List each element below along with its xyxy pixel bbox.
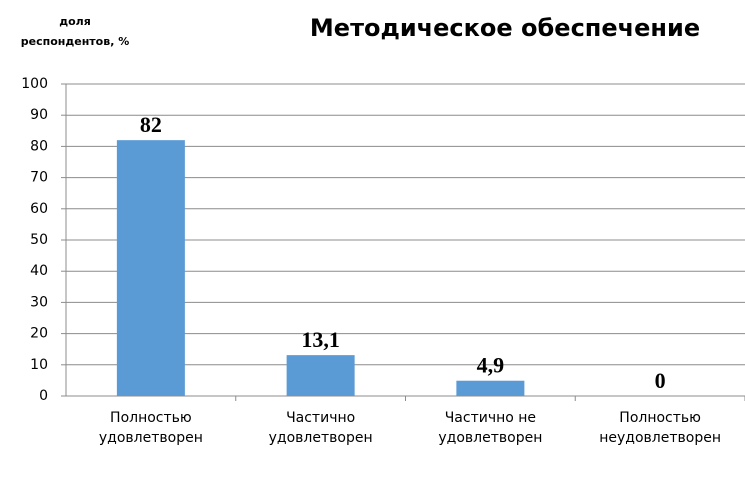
y-tick-label: 0 bbox=[39, 388, 48, 404]
value-label: 0 bbox=[655, 368, 666, 393]
chart-title: Методическое обеспечение bbox=[309, 14, 701, 42]
x-tick-label: Полностью удовлетворен bbox=[98, 410, 203, 446]
y-tick-label: 10 bbox=[30, 357, 48, 373]
y-tick-label: 100 bbox=[21, 76, 48, 92]
x-tick-label: Частично удовлетворен bbox=[268, 410, 373, 446]
y-tick-label: 70 bbox=[30, 170, 48, 186]
y-tick-label: 20 bbox=[30, 326, 48, 342]
x-tick-label: Частично не удовлетворен bbox=[438, 410, 543, 446]
y-tick-label: 50 bbox=[30, 232, 48, 248]
value-label: 82 bbox=[140, 112, 162, 137]
y-tick-label: 80 bbox=[30, 138, 48, 154]
y-tick-label: 40 bbox=[30, 263, 48, 279]
y-tick-label: 30 bbox=[30, 294, 48, 310]
bar bbox=[456, 380, 525, 396]
x-tick-label: Полностью неудовлетворен bbox=[599, 410, 721, 446]
value-label: 4,9 bbox=[477, 353, 505, 378]
y-axis-label: доля респондентов, % bbox=[20, 15, 130, 48]
y-tick-label: 60 bbox=[30, 201, 48, 217]
value-label: 13,1 bbox=[301, 327, 340, 352]
y-tick-label: 90 bbox=[30, 107, 48, 123]
bar bbox=[116, 140, 185, 396]
bar bbox=[286, 355, 355, 396]
